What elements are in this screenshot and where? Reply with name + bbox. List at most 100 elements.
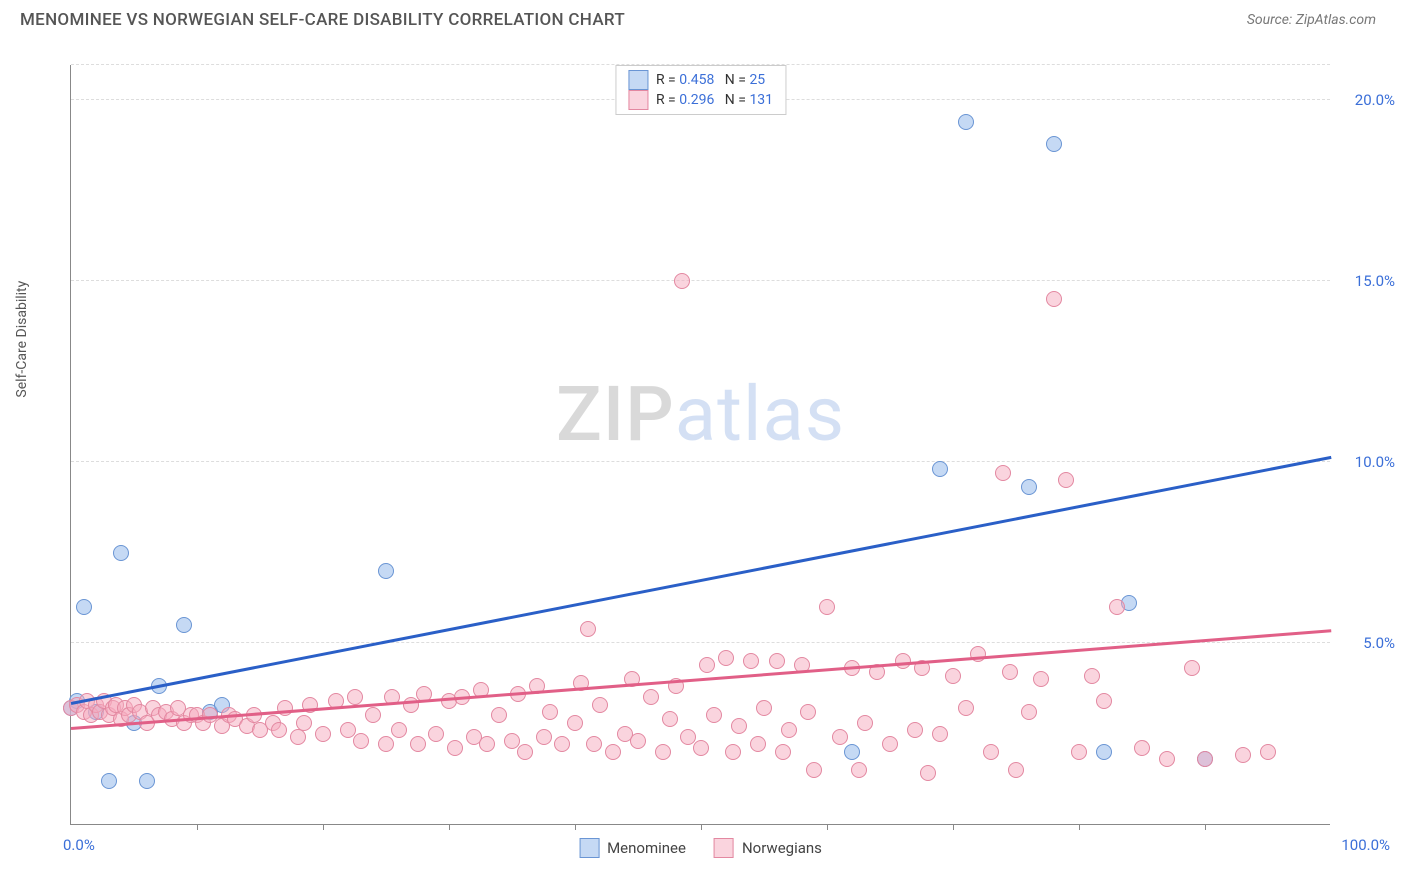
scatter-point <box>800 704 816 720</box>
gridline-h <box>71 642 1330 643</box>
scatter-point <box>347 689 363 705</box>
stats-legend-row: R = 0.296 N = 131 <box>628 90 773 110</box>
scatter-point <box>1084 668 1100 684</box>
x-tick <box>449 824 450 830</box>
gridline-h <box>71 461 1330 462</box>
x-tick <box>701 824 702 830</box>
scatter-point <box>699 657 715 673</box>
scatter-point <box>1235 747 1251 763</box>
scatter-point <box>851 762 867 778</box>
scatter-point <box>410 736 426 752</box>
scatter-point <box>296 715 312 731</box>
scatter-point <box>1058 472 1074 488</box>
scatter-point <box>542 704 558 720</box>
legend-swatch <box>628 90 648 110</box>
scatter-point <box>693 740 709 756</box>
scatter-point <box>315 726 331 742</box>
scatter-point <box>769 653 785 669</box>
scatter-point <box>76 599 92 615</box>
scatter-point <box>857 715 873 731</box>
scatter-point <box>643 689 659 705</box>
scatter-point <box>1159 751 1175 767</box>
scatter-point <box>113 545 129 561</box>
scatter-point <box>1021 704 1037 720</box>
stats-legend: R = 0.458 N = 25 R = 0.296 N = 131 <box>615 65 786 115</box>
x-tick <box>197 824 198 830</box>
scatter-point <box>1033 671 1049 687</box>
watermark-part-2: atlas <box>675 369 845 459</box>
scatter-point <box>447 740 463 756</box>
scatter-point <box>139 773 155 789</box>
scatter-point <box>718 650 734 666</box>
scatter-point <box>756 700 772 716</box>
scatter-point <box>983 744 999 760</box>
legend-stat-text: R = 0.296 N = 131 <box>656 92 773 108</box>
scatter-point <box>1046 136 1062 152</box>
scatter-point <box>290 729 306 745</box>
scatter-point <box>1008 762 1024 778</box>
scatter-point <box>1184 660 1200 676</box>
scatter-point <box>674 273 690 289</box>
scatter-point <box>586 736 602 752</box>
scatter-point <box>491 707 507 723</box>
scatter-point <box>775 744 791 760</box>
scatter-point <box>592 697 608 713</box>
scatter-point <box>731 718 747 734</box>
stats-legend-row: R = 0.458 N = 25 <box>628 70 773 90</box>
gridline-h <box>71 280 1330 281</box>
scatter-point <box>662 711 678 727</box>
chart-container: Self-Care Disability ZIPatlas R = 0.458 … <box>20 40 1386 872</box>
scatter-point <box>958 700 974 716</box>
series-legend-item: Menominee <box>579 838 686 858</box>
series-name: Norwegians <box>742 839 822 857</box>
scatter-point <box>1109 599 1125 615</box>
scatter-point <box>517 744 533 760</box>
scatter-point <box>277 700 293 716</box>
legend-stat-text: R = 0.458 N = 25 <box>656 72 765 88</box>
scatter-point <box>378 736 394 752</box>
scatter-point <box>706 707 722 723</box>
watermark: ZIPatlas <box>556 369 845 459</box>
scatter-point <box>1002 664 1018 680</box>
scatter-point <box>750 736 766 752</box>
scatter-point <box>1134 740 1150 756</box>
x-tick <box>575 824 576 830</box>
scatter-point <box>725 744 741 760</box>
scatter-point <box>605 744 621 760</box>
watermark-part-1: ZIP <box>556 369 675 459</box>
scatter-point <box>630 733 646 749</box>
scatter-plot: ZIPatlas R = 0.458 N = 25 R = 0.296 N = 1… <box>70 65 1330 825</box>
y-tick-label: 10.0% <box>1355 453 1395 471</box>
scatter-point <box>932 726 948 742</box>
scatter-point <box>1071 744 1087 760</box>
scatter-point <box>554 736 570 752</box>
scatter-point <box>1260 744 1276 760</box>
x-tick <box>827 824 828 830</box>
scatter-point <box>567 715 583 731</box>
scatter-point <box>580 621 596 637</box>
scatter-point <box>353 733 369 749</box>
scatter-point <box>428 726 444 742</box>
series-legend: Menominee Norwegians <box>579 838 822 858</box>
x-tick <box>323 824 324 830</box>
scatter-point <box>819 599 835 615</box>
y-axis-label: Self-Care Disability <box>14 281 30 398</box>
legend-swatch <box>579 838 599 858</box>
x-axis-max-label: 100.0% <box>1341 836 1390 854</box>
legend-swatch <box>628 70 648 90</box>
scatter-point <box>995 465 1011 481</box>
scatter-point <box>958 114 974 130</box>
x-tick <box>953 824 954 830</box>
scatter-point <box>932 461 948 477</box>
scatter-point <box>882 736 898 752</box>
scatter-point <box>1046 291 1062 307</box>
legend-swatch <box>714 838 734 858</box>
scatter-point <box>176 617 192 633</box>
scatter-point <box>806 762 822 778</box>
y-tick-label: 15.0% <box>1355 272 1395 290</box>
y-tick-label: 5.0% <box>1363 634 1395 652</box>
scatter-point <box>781 722 797 738</box>
x-axis-min-label: 0.0% <box>63 836 95 854</box>
scatter-point <box>743 653 759 669</box>
scatter-point <box>945 668 961 684</box>
